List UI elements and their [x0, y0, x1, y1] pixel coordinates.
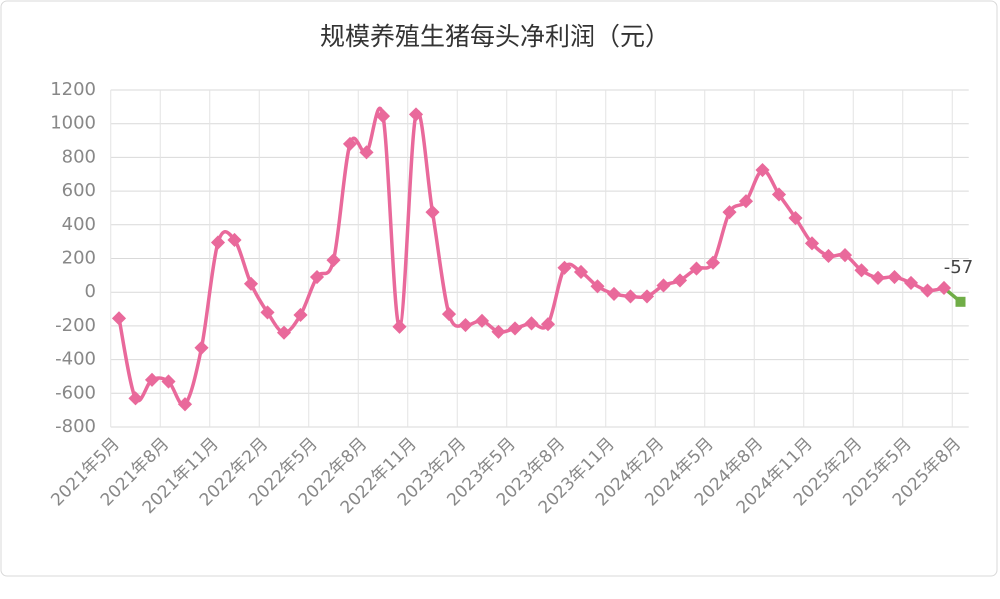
- point: [590, 279, 605, 294]
- point: [557, 260, 572, 275]
- y-tick-label: -400: [55, 349, 96, 370]
- point: [177, 397, 193, 412]
- point: [408, 107, 424, 122]
- point: [392, 319, 407, 334]
- point: [276, 325, 292, 340]
- point: [474, 313, 490, 328]
- point: [903, 275, 919, 291]
- y-tick-label: 800: [62, 146, 96, 167]
- point: [128, 391, 143, 406]
- point: [194, 340, 209, 355]
- chart-border: [0, 0, 998, 577]
- point: [920, 283, 935, 298]
- y-tick-label: 0: [85, 281, 96, 302]
- point: [837, 248, 853, 263]
- point: [359, 145, 374, 160]
- data-label: -57: [944, 257, 973, 278]
- point: [524, 316, 539, 331]
- point: [955, 296, 966, 307]
- point: [309, 269, 325, 285]
- point: [260, 305, 275, 320]
- point: [293, 307, 308, 323]
- point: [161, 374, 176, 389]
- point: [507, 321, 523, 336]
- point: [722, 205, 737, 220]
- point: [342, 136, 358, 151]
- point: [243, 276, 259, 291]
- point: [639, 289, 655, 304]
- point: [144, 372, 160, 387]
- y-tick-label: -200: [55, 315, 96, 336]
- point: [326, 253, 341, 268]
- y-tick-label: 200: [62, 248, 96, 269]
- point: [771, 187, 787, 202]
- point: [755, 162, 770, 178]
- point: [375, 109, 391, 124]
- y-tick-label: -800: [55, 416, 96, 437]
- chart-title: 规模养殖生猪每头净利润（元）: [320, 22, 670, 51]
- point: [491, 324, 506, 339]
- y-tick-label: 1200: [50, 79, 96, 100]
- point: [804, 236, 820, 251]
- point: [705, 255, 721, 270]
- point: [870, 270, 886, 285]
- point: [458, 317, 473, 333]
- point: [425, 205, 440, 220]
- y-tick-label: -600: [55, 382, 96, 403]
- point: [936, 280, 952, 296]
- point: [788, 210, 803, 226]
- y-tick-label: 1000: [50, 113, 96, 134]
- point: [656, 278, 671, 293]
- point: [887, 269, 902, 285]
- point: [738, 194, 754, 209]
- point: [210, 235, 226, 250]
- y-tick-label: 400: [62, 214, 96, 235]
- point: [441, 307, 457, 322]
- y-tick-label: 600: [62, 180, 96, 201]
- point: [623, 289, 638, 304]
- point: [821, 248, 836, 264]
- point: [111, 311, 127, 326]
- point: [606, 286, 622, 301]
- point: [227, 232, 242, 248]
- point: [672, 273, 688, 288]
- point: [854, 263, 869, 278]
- point: [540, 317, 556, 332]
- point: [573, 264, 589, 280]
- point: [689, 261, 704, 276]
